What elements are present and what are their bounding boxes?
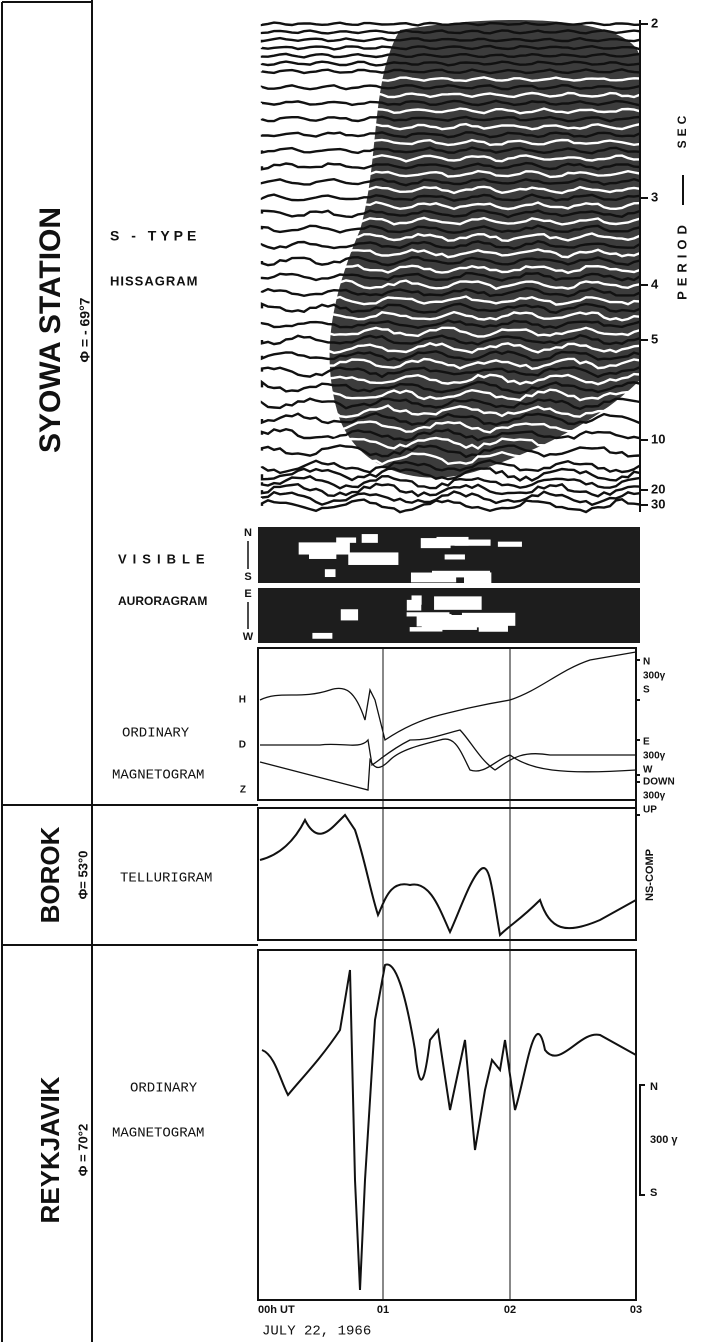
scale-label: W [643,765,653,776]
station-coord: Φ = 70°2 [75,1124,90,1176]
tick-label: 4 [651,276,659,291]
tick-label: 2 [651,15,658,30]
component-label: Z [240,785,246,796]
aurora-gap [498,542,522,547]
aurora-gap [362,534,378,543]
scale-label: S [650,1187,657,1199]
time-tick-label: 00h UT [258,1304,295,1316]
panel-label: MAGNETOGRAM [112,768,204,784]
station-coord: Φ = - 69°7 [77,297,93,362]
component-label: H [239,695,246,706]
scale-label: DOWN [643,777,675,788]
panel-label: MAGNETOGRAM [112,1126,204,1142]
scale-label: 300γ [643,751,666,762]
aurora-gap [341,609,358,620]
panel-label: HISSAGRAM [110,273,198,288]
panel-label: S - TYPE [110,228,200,244]
axis-unit: SEC [675,112,689,149]
station-name: SYOWA STATION [34,207,67,453]
scale-label: 300γ [643,791,666,802]
date-label: JULY 22, 1966 [262,1324,371,1340]
tick-label: 20 [651,481,665,496]
panel-label: VISIBLE [118,551,211,566]
aurora-gap [445,554,465,559]
aurora-gap [434,596,482,609]
scale-label: E [643,737,650,748]
scale-label: N [643,657,650,668]
direction: W [243,631,254,643]
scale-label: N [650,1081,658,1093]
direction: E [244,588,251,600]
time-tick-label: 03 [630,1304,642,1316]
aurora-gap [432,571,490,578]
panel-label: AURORAGRAM [118,594,207,608]
figure: 2345102030 NSEW SYOWA STATION Φ = - 69°7… [0,0,702,1342]
tick-label: 30 [651,496,665,511]
panel-label: TELLURIGRAM [120,871,212,887]
tick-label: 3 [651,189,658,204]
scale-label: NS-COMP [644,849,656,901]
tick-label: 10 [651,431,665,446]
scale-label: UP [643,805,657,816]
aurora-gap [336,537,356,542]
time-tick-label: 01 [377,1304,389,1316]
aurora-gap [421,538,451,548]
tick-label: 5 [651,331,658,346]
station-name: BOROK [35,826,65,923]
aurora-gap [455,540,491,546]
station-coord: Φ= 53°0 [75,851,90,900]
scale-label: 300γ [643,671,666,682]
aurora-gap [423,615,483,627]
scale-label: 300 γ [650,1134,678,1146]
time-tick-label: 02 [504,1304,516,1316]
aurora-gap [407,600,421,611]
aurora-gap [309,551,336,559]
component-label: D [239,740,246,751]
direction: S [244,571,251,583]
axis-title: PERIOD [674,220,689,300]
panel-label: ORDINARY [122,726,190,742]
scale-label: S [643,685,650,696]
aurora-gap [312,633,332,639]
station-name: REYKJAVIK [35,1076,65,1223]
aurora-gap [348,552,398,565]
panel-label: ORDINARY [130,1081,198,1097]
direction: N [244,527,252,539]
aurora-gap [325,569,336,577]
